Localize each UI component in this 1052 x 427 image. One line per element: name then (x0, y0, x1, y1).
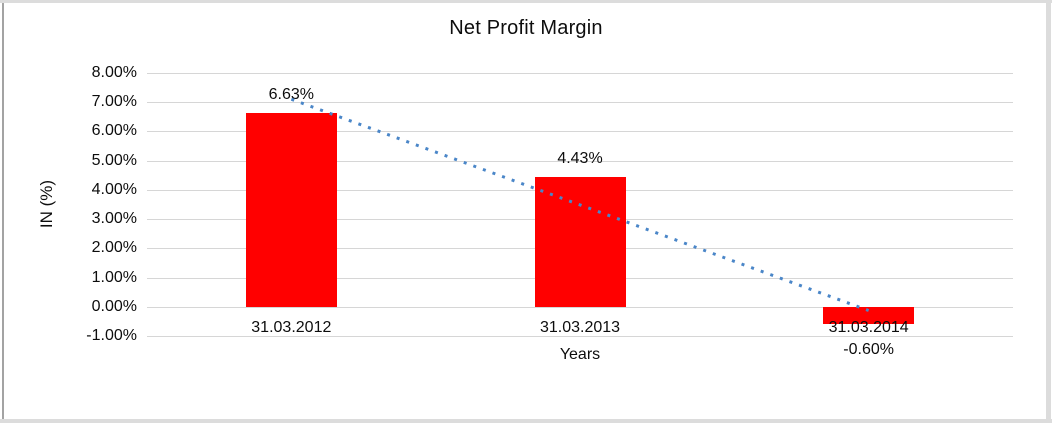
y-axis-tick-label: 2.00% (91, 239, 137, 257)
gridline (147, 336, 1013, 337)
chart-title: Net Profit Margin (449, 17, 603, 39)
data-label: 4.43% (557, 150, 603, 168)
frame-border-right (1046, 0, 1051, 423)
y-axis-tick-label: 7.00% (91, 93, 137, 111)
y-axis-tick-label: 0.00% (91, 297, 137, 315)
category-label: 31.03.2013 (539, 318, 621, 336)
frame-border-left (2, 3, 4, 419)
x-axis-title: Years (559, 346, 601, 363)
frame-border-bottom (0, 419, 1052, 423)
bar-31.03.2013[interactable] (534, 177, 626, 307)
y-axis-tick-label: 3.00% (91, 210, 137, 228)
frame-border-top (0, 0, 1052, 3)
y-axis-tick-label: -1.00% (86, 327, 137, 344)
gridline (147, 73, 1013, 74)
y-axis-tick-label: 4.00% (91, 180, 137, 198)
y-axis-tick-label: 5.00% (91, 151, 137, 169)
bar-31.03.2012[interactable] (245, 113, 337, 307)
y-axis-tick-label: 1.00% (91, 268, 137, 286)
y-axis-tick-label: 6.00% (91, 122, 137, 140)
category-label: 31.03.2014 (828, 318, 909, 336)
data-label: -0.60% (843, 341, 894, 359)
data-label: 6.63% (268, 86, 315, 104)
y-axis-tick-label: 8.00% (91, 64, 137, 81)
category-label: 31.03.2012 (251, 318, 332, 336)
